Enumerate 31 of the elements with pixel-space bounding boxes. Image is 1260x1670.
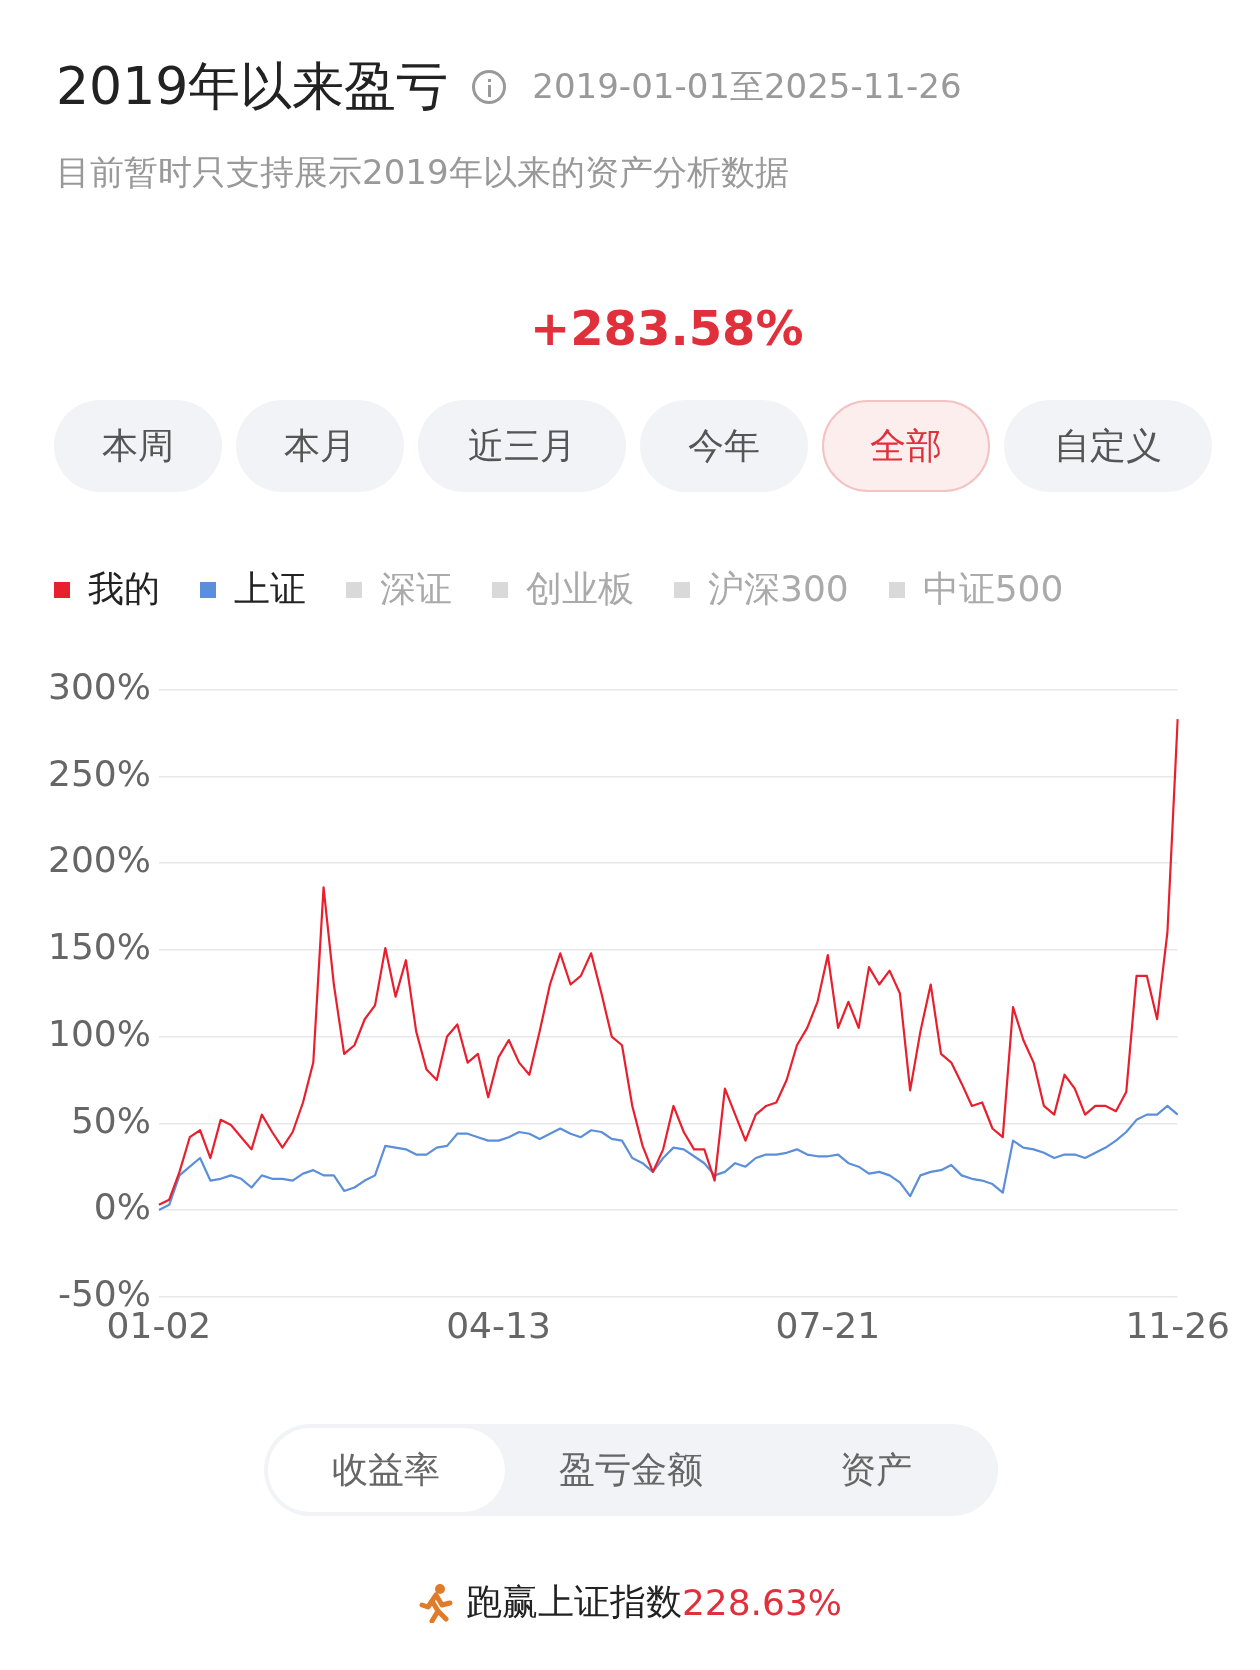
text: 近三月 <box>418 400 626 492</box>
text: 2019-01-01至2025-11-26 <box>532 65 962 108</box>
legend-label: 上证 <box>234 567 306 611</box>
text: +283.58% <box>530 300 804 356</box>
x-tick-label: 04-13 <box>446 1304 551 1346</box>
y-tick-label: 250% <box>48 752 151 794</box>
chart-title: 2019年以来盈亏 <box>56 55 449 118</box>
y-tick-label: 200% <box>48 839 151 881</box>
text: 全部 <box>822 400 990 492</box>
x-tick-label: 11-26 <box>1125 1304 1230 1346</box>
legend-label: 创业板 <box>526 567 634 611</box>
legend-label: 沪深300 <box>708 567 849 611</box>
y-tick-label: 0% <box>93 1186 151 1228</box>
y-tick-label: 300% <box>48 665 151 707</box>
y-tick-label: 100% <box>48 1012 151 1054</box>
legend-label: 中证500 <box>922 567 1064 611</box>
chart-subtitle: 目前暂时只支持展示2019年以来的资产分析数据 <box>56 151 789 194</box>
text: 资产 <box>838 1448 913 1492</box>
text: 盈亏金额 <box>558 1448 704 1492</box>
text: 今年 <box>640 400 808 492</box>
legend-label: 深证 <box>380 567 452 611</box>
y-tick-label: 50% <box>70 1099 151 1141</box>
text: 本周 <box>54 400 222 492</box>
text: 本月 <box>236 400 404 492</box>
text: 自定义 <box>1004 400 1212 492</box>
y-tick-label: 150% <box>48 926 151 968</box>
text: 228.63% <box>681 1582 843 1623</box>
text: 跑赢上证指数 <box>465 1580 682 1624</box>
x-tick-label: 07-21 <box>775 1304 881 1346</box>
text: 收益率 <box>268 1428 505 1512</box>
legend-label: 我的 <box>88 567 160 611</box>
